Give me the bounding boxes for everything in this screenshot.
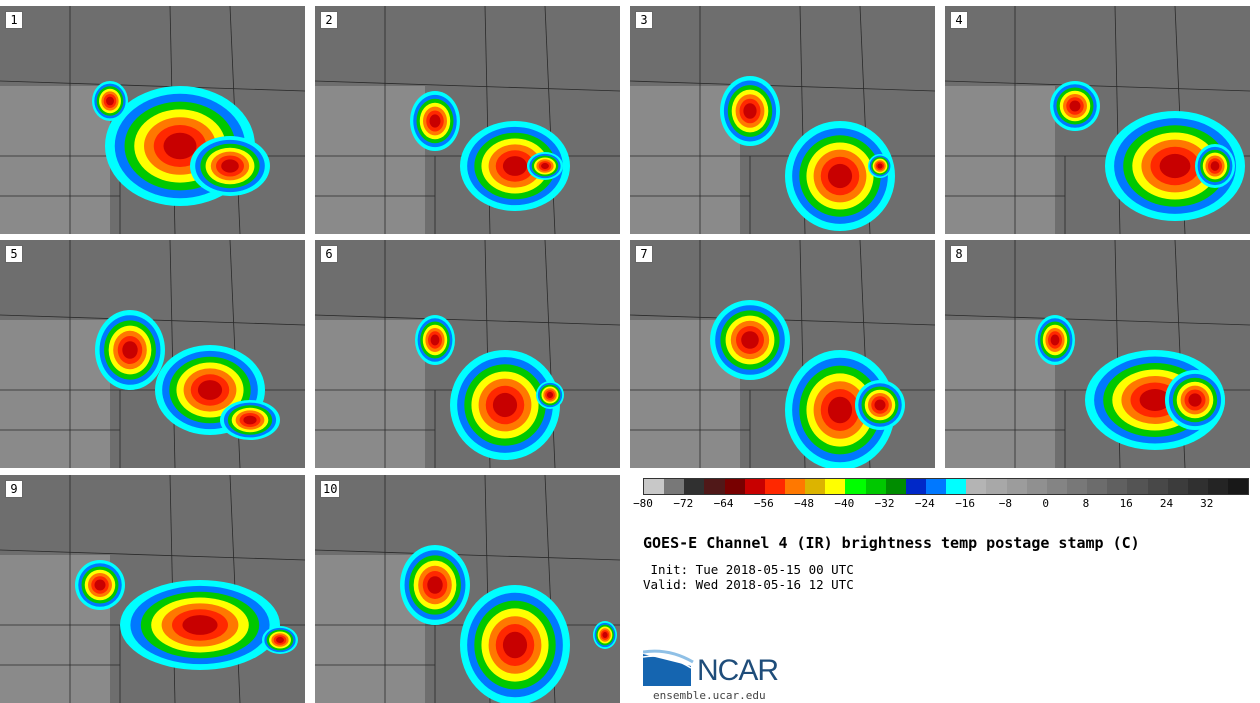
colorbar-swatch: [1046, 479, 1067, 494]
colorbar-tick-label: −80: [633, 497, 653, 510]
panel-number-label: 5: [5, 245, 23, 263]
colorbar-swatch: [885, 479, 906, 494]
colorbar-swatch: [664, 479, 685, 494]
colorbar-tick-label: −48: [794, 497, 814, 510]
ir-satellite-map: [630, 240, 935, 468]
colorbar-swatch: [845, 479, 866, 494]
ir-satellite-map: [315, 6, 620, 234]
colorbar-swatch: [764, 479, 785, 494]
ir-satellite-map: [630, 6, 935, 234]
colorbar: [643, 478, 1249, 495]
colorbar-swatch: [1147, 479, 1168, 494]
product-title: GOES-E Channel 4 (IR) brightness temp po…: [643, 534, 1140, 552]
colorbar-swatch: [986, 479, 1007, 494]
colorbar-swatch: [1087, 479, 1108, 494]
colorbar-swatch: [1107, 479, 1128, 494]
map-panel-7: 7: [630, 240, 935, 468]
colorbar-swatch: [1187, 479, 1208, 494]
map-panel-1: 1: [0, 6, 305, 234]
valid-time: Valid: Wed 2018-05-16 12 UTC: [643, 577, 854, 592]
colorbar-tick-label: −8: [998, 497, 1013, 510]
colorbar-tick-label: −40: [834, 497, 855, 510]
logo-wordmark: NCAR: [697, 654, 779, 687]
colorbar-swatch: [1167, 479, 1188, 494]
colorbar-swatch: [784, 479, 806, 494]
colorbar-swatch: [684, 479, 705, 494]
colorbar-tick-label: 24: [1159, 497, 1174, 510]
colorbar-swatch: [1066, 479, 1088, 494]
colorbar-tick-label: −56: [753, 497, 774, 510]
map-panel-9: 9: [0, 475, 305, 703]
colorbar-swatch: [1228, 479, 1249, 494]
ir-satellite-map: [315, 240, 620, 468]
colorbar-swatch: [925, 479, 947, 494]
colorbar-swatch: [865, 479, 886, 494]
panel-number-label: 6: [320, 245, 338, 263]
panel-number-label: 1: [5, 11, 23, 29]
panel-number-label: 4: [950, 11, 968, 29]
ir-satellite-map: [0, 475, 305, 703]
colorbar-swatch: [966, 479, 987, 494]
logo-url: ensemble.ucar.edu: [653, 689, 766, 702]
colorbar-swatch: [805, 479, 826, 494]
colorbar-swatch: [704, 479, 725, 494]
map-panel-4: 4: [945, 6, 1250, 234]
panel-number-label: 7: [635, 245, 653, 263]
panel-number-label: 2: [320, 11, 338, 29]
init-time: Init: Tue 2018-05-15 00 UTC: [643, 562, 854, 577]
ir-satellite-map: [315, 475, 620, 703]
map-panel-2: 2: [315, 6, 620, 234]
colorbar-swatch: [825, 479, 846, 494]
map-panel-10: 10: [315, 475, 620, 703]
colorbar-tick-label: −24: [914, 497, 935, 510]
panel-number-label: 3: [635, 11, 653, 29]
colorbar-swatch: [744, 479, 765, 494]
colorbar-tick-label: 0: [1042, 497, 1049, 510]
colorbar-swatch: [1006, 479, 1027, 494]
colorbar-swatch: [724, 479, 745, 494]
panel-number-label: 9: [5, 480, 23, 498]
colorbar-tick-label: −32: [874, 497, 895, 510]
colorbar-swatch: [905, 479, 926, 494]
panel-number-label: 8: [950, 245, 968, 263]
ncar-logo-icon: [643, 649, 694, 686]
panel-number-label: 10: [320, 480, 341, 498]
colorbar-swatch: [1026, 479, 1047, 494]
ir-satellite-map: [0, 240, 305, 468]
map-panel-3: 3: [630, 6, 935, 234]
colorbar-swatch: [1127, 479, 1148, 494]
colorbar-swatch: [1207, 479, 1229, 494]
colorbar-tick-label: 16: [1119, 497, 1133, 510]
map-panel-8: 8: [945, 240, 1250, 468]
map-panel-6: 6: [315, 240, 620, 468]
colorbar-tick-label: −16: [955, 497, 976, 510]
colorbar-tick-label: 32: [1200, 497, 1214, 510]
ir-satellite-map: [0, 6, 305, 234]
ir-satellite-map: [945, 6, 1250, 234]
colorbar-tick-label: −64: [713, 497, 734, 510]
colorbar-swatch: [644, 479, 665, 494]
colorbar-tick-label: 8: [1082, 497, 1090, 510]
ir-satellite-map: [945, 240, 1250, 468]
map-panel-5: 5: [0, 240, 305, 468]
colorbar-swatch: [946, 479, 967, 494]
colorbar-tick-label: −72: [673, 497, 694, 510]
